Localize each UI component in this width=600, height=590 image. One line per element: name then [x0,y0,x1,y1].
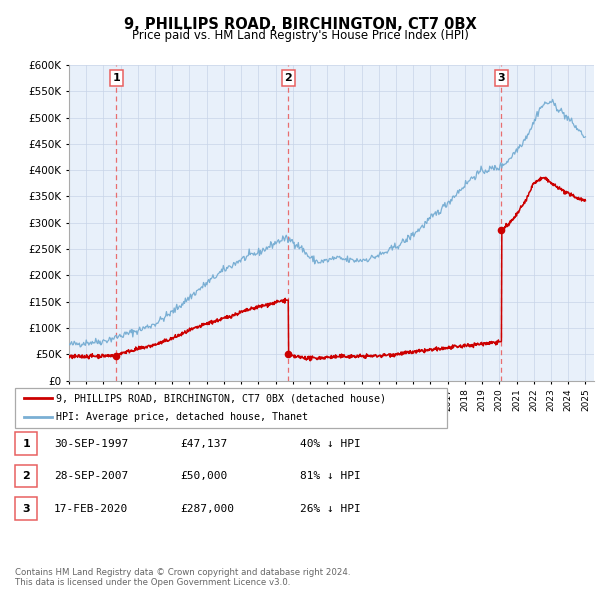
Text: £47,137: £47,137 [180,439,227,448]
Text: 9, PHILLIPS ROAD, BIRCHINGTON, CT7 0BX: 9, PHILLIPS ROAD, BIRCHINGTON, CT7 0BX [124,17,476,31]
Text: 26% ↓ HPI: 26% ↓ HPI [300,504,361,513]
Text: 81% ↓ HPI: 81% ↓ HPI [300,471,361,481]
Text: 28-SEP-2007: 28-SEP-2007 [54,471,128,481]
Text: 3: 3 [22,504,30,513]
Text: Price paid vs. HM Land Registry's House Price Index (HPI): Price paid vs. HM Land Registry's House … [131,30,469,42]
Text: £50,000: £50,000 [180,471,227,481]
Text: 1: 1 [22,439,30,448]
Text: 17-FEB-2020: 17-FEB-2020 [54,504,128,513]
Text: 3: 3 [497,73,505,83]
Text: 2: 2 [284,73,292,83]
Text: 40% ↓ HPI: 40% ↓ HPI [300,439,361,448]
Text: HPI: Average price, detached house, Thanet: HPI: Average price, detached house, Than… [56,412,308,422]
Text: 2: 2 [22,471,30,481]
Text: 1: 1 [112,73,120,83]
Text: 30-SEP-1997: 30-SEP-1997 [54,439,128,448]
Text: £287,000: £287,000 [180,504,234,513]
Text: Contains HM Land Registry data © Crown copyright and database right 2024.
This d: Contains HM Land Registry data © Crown c… [15,568,350,587]
Text: 9, PHILLIPS ROAD, BIRCHINGTON, CT7 0BX (detached house): 9, PHILLIPS ROAD, BIRCHINGTON, CT7 0BX (… [56,394,386,404]
